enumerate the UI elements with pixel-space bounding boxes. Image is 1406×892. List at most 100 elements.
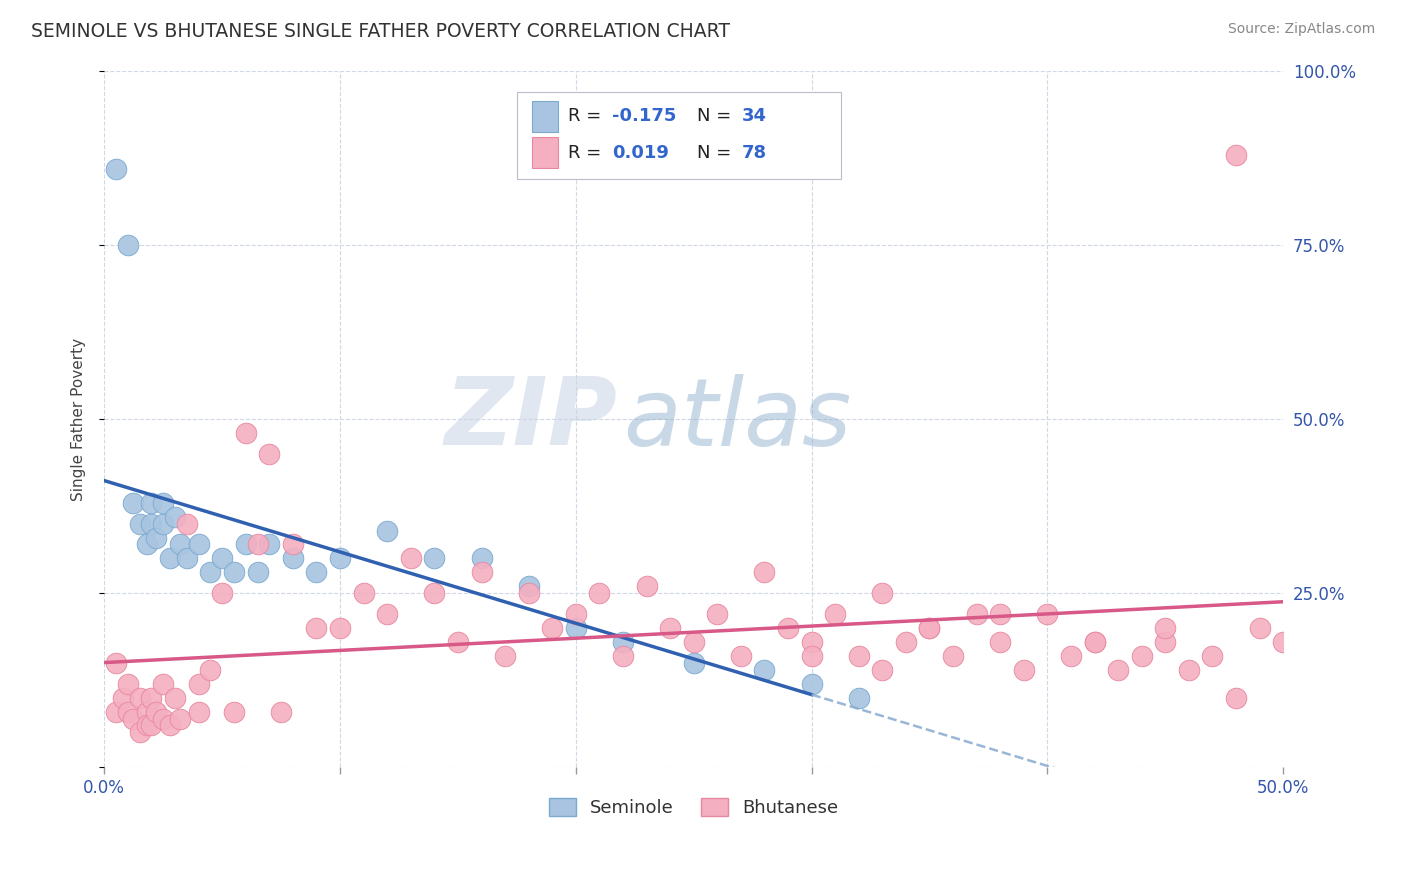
Point	[706, 607, 728, 621]
Point	[163, 509, 186, 524]
Point	[636, 579, 658, 593]
Text: 0.019: 0.019	[613, 144, 669, 161]
Point	[470, 551, 492, 566]
Point	[682, 635, 704, 649]
Point	[187, 705, 209, 719]
Point	[375, 524, 398, 538]
Point	[447, 635, 470, 649]
Point	[235, 426, 257, 441]
Point	[588, 586, 610, 600]
Point	[259, 537, 281, 551]
Point	[1178, 663, 1201, 677]
Text: SEMINOLE VS BHUTANESE SINGLE FATHER POVERTY CORRELATION CHART: SEMINOLE VS BHUTANESE SINGLE FATHER POVE…	[31, 22, 730, 41]
Point	[121, 496, 143, 510]
Point	[145, 705, 167, 719]
Point	[1036, 607, 1059, 621]
Point	[659, 621, 682, 635]
Text: 34: 34	[742, 107, 768, 125]
Point	[200, 663, 222, 677]
Point	[329, 621, 352, 635]
Point	[135, 537, 157, 551]
Point	[200, 566, 222, 580]
Point	[800, 635, 823, 649]
Text: atlas: atlas	[623, 374, 851, 465]
Point	[423, 586, 446, 600]
Point	[117, 238, 139, 252]
Point	[305, 621, 328, 635]
Point	[169, 712, 191, 726]
Point	[848, 690, 870, 705]
Point	[754, 566, 776, 580]
Point	[128, 725, 150, 739]
Point	[565, 607, 588, 621]
Point	[176, 516, 198, 531]
Text: 78: 78	[742, 144, 768, 161]
Point	[1154, 621, 1177, 635]
Point	[612, 648, 634, 663]
Text: Source: ZipAtlas.com: Source: ZipAtlas.com	[1227, 22, 1375, 37]
Point	[169, 537, 191, 551]
Point	[1249, 621, 1271, 635]
Point	[305, 566, 328, 580]
Point	[824, 607, 846, 621]
Point	[1272, 635, 1295, 649]
Legend: Seminole, Bhutanese: Seminole, Bhutanese	[541, 790, 846, 824]
FancyBboxPatch shape	[517, 92, 841, 179]
Point	[176, 551, 198, 566]
Point	[423, 551, 446, 566]
Point	[163, 690, 186, 705]
Point	[152, 496, 174, 510]
FancyBboxPatch shape	[533, 101, 558, 132]
Point	[1012, 663, 1035, 677]
Point	[470, 566, 492, 580]
Point	[942, 648, 965, 663]
Point	[399, 551, 422, 566]
Point	[117, 705, 139, 719]
Point	[222, 566, 245, 580]
Text: N =: N =	[697, 144, 737, 161]
Point	[565, 621, 588, 635]
Point	[375, 607, 398, 621]
Text: R =: R =	[568, 144, 613, 161]
FancyBboxPatch shape	[533, 137, 558, 168]
Point	[988, 635, 1011, 649]
Point	[1107, 663, 1129, 677]
Point	[141, 718, 163, 732]
Point	[329, 551, 352, 566]
Point	[1130, 648, 1153, 663]
Point	[517, 579, 540, 593]
Point	[105, 161, 128, 176]
Text: R =: R =	[568, 107, 606, 125]
Y-axis label: Single Father Poverty: Single Father Poverty	[72, 337, 86, 500]
Point	[211, 586, 233, 600]
Point	[187, 676, 209, 690]
Point	[894, 635, 917, 649]
Point	[105, 705, 128, 719]
Point	[918, 621, 941, 635]
Point	[353, 586, 375, 600]
Point	[105, 656, 128, 670]
Point	[141, 690, 163, 705]
Point	[141, 516, 163, 531]
Point	[281, 551, 304, 566]
Text: -0.175: -0.175	[613, 107, 676, 125]
Point	[259, 447, 281, 461]
Point	[235, 537, 257, 551]
Point	[270, 705, 292, 719]
Point	[152, 712, 174, 726]
Point	[152, 516, 174, 531]
Point	[1083, 635, 1105, 649]
Point	[730, 648, 752, 663]
Point	[128, 690, 150, 705]
Point	[159, 551, 181, 566]
Point	[141, 496, 163, 510]
Point	[128, 516, 150, 531]
Point	[872, 586, 894, 600]
Point	[848, 648, 870, 663]
Point	[121, 712, 143, 726]
Point	[1060, 648, 1083, 663]
Point	[494, 648, 516, 663]
Point	[1083, 635, 1105, 649]
Point	[1201, 648, 1223, 663]
Point	[1154, 635, 1177, 649]
